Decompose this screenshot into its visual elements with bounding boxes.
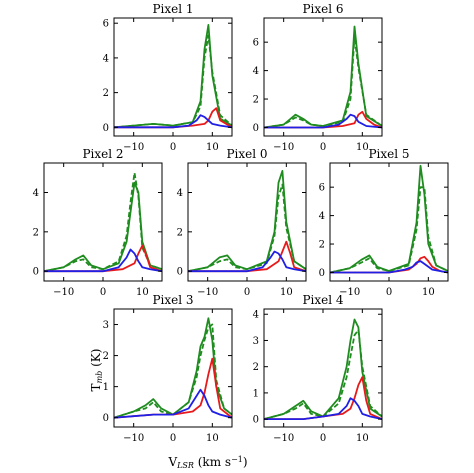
panel-1: −10 0 10 0 2 4 6 Pixel 1: [103, 2, 233, 153]
x-tick-label: 0: [386, 287, 392, 298]
y-tick-label: 2: [103, 88, 109, 99]
panel-title: Pixel 1: [152, 2, 193, 16]
y-tick-label: 0: [103, 413, 109, 424]
y-tick-label: 2: [177, 227, 183, 238]
x-tick-label: −10: [123, 142, 144, 153]
x-tick-label: 0: [170, 142, 176, 153]
series-blue-solid: [264, 397, 382, 421]
y-tick-label: 4: [253, 310, 259, 321]
x-tick-label: 0: [320, 433, 326, 444]
panel-title: Pixel 4: [302, 293, 343, 307]
y-tick-label: 4: [177, 188, 183, 199]
y-tick-label: 0: [253, 415, 259, 426]
y-tick-label: 2: [253, 362, 259, 373]
panel-title: Pixel 3: [152, 293, 193, 307]
y-tick-label: 0: [103, 123, 109, 134]
y-tick-label: 2: [253, 95, 259, 106]
panel-3: −10 0 10 0 2 4 Pixel 2: [33, 147, 163, 298]
series-green-solid: [264, 25, 382, 129]
series-green-dashed: [264, 35, 382, 129]
panel-frame: [263, 308, 383, 428]
series-green-solid: [264, 318, 382, 420]
series-green-solid: [188, 169, 306, 273]
x-axis-label: VLSR (km s−1): [167, 455, 247, 470]
x-tick-label: 10: [206, 142, 219, 153]
series-green-solid: [330, 164, 448, 274]
x-tick-label: −10: [53, 287, 74, 298]
y-tick-label: 1: [103, 382, 109, 393]
panel-7: −10 0 10 0 1 2 3 4 Pixel 4: [253, 293, 383, 444]
y-tick-label: 1: [253, 388, 259, 399]
series-green-dashed: [330, 186, 448, 274]
x-tick-label: −10: [273, 142, 294, 153]
series-green-dashed: [114, 323, 232, 419]
y-tick-label: 0: [253, 123, 259, 134]
panel-frame: [113, 17, 233, 137]
x-tick-label: 0: [170, 433, 176, 444]
x-tick-label: −10: [339, 287, 360, 298]
x-tick-label: 10: [422, 287, 435, 298]
panel-frame: [263, 17, 383, 137]
x-tick-label: 10: [206, 433, 219, 444]
y-tick-label: 6: [253, 38, 259, 49]
series-blue-solid: [114, 114, 232, 129]
x-tick-label: 10: [356, 433, 369, 444]
y-tick-label: 3: [253, 336, 259, 347]
x-tick-label: 0: [100, 287, 106, 298]
panel-title: Pixel 5: [368, 147, 409, 161]
panel-title: Pixel 2: [82, 147, 123, 161]
series-red-solid: [114, 357, 232, 419]
y-tick-label: 0: [177, 267, 183, 278]
series-blue-solid: [188, 250, 306, 273]
panel-frame: [43, 162, 163, 282]
panel-title: Pixel 6: [302, 2, 343, 16]
panel-2: −10 0 10 0 2 4 6 Pixel 6: [253, 2, 383, 153]
panel-6: −10 0 10 0 1 2 3 Pixel 3: [103, 293, 233, 444]
panel-title: Pixel 0: [226, 147, 267, 161]
x-tick-label: −10: [123, 433, 144, 444]
y-tick-label: 6: [103, 19, 109, 30]
series-blue-solid: [330, 260, 448, 274]
panel-5: −10 0 10 0 2 4 6 Pixel 5: [319, 147, 449, 298]
series-green-solid: [114, 23, 232, 129]
y-tick-label: 0: [33, 267, 39, 278]
x-tick-label: 10: [356, 142, 369, 153]
y-tick-label: 4: [33, 188, 39, 199]
x-tick-label: −10: [273, 433, 294, 444]
y-tick-label: 2: [319, 240, 325, 251]
panel-frame: [187, 162, 307, 282]
series-blue-solid: [114, 388, 232, 419]
x-tick-label: 0: [320, 142, 326, 153]
y-tick-label: 4: [253, 66, 259, 77]
x-tick-label: 0: [244, 287, 250, 298]
y-tick-label: 0: [319, 268, 325, 279]
series-green-dashed: [44, 171, 162, 273]
series-blue-solid: [44, 248, 162, 273]
series-green-dashed: [114, 34, 232, 129]
y-tick-label: 2: [33, 227, 39, 238]
series-green-solid: [44, 181, 162, 273]
panel-4: −10 0 10 0 2 4 Pixel 0: [177, 147, 307, 298]
y-tick-label: 4: [319, 211, 325, 222]
x-tick-label: −10: [197, 287, 218, 298]
x-tick-label: 10: [136, 287, 149, 298]
series-blue-solid: [264, 113, 382, 129]
y-tick-label: 6: [319, 183, 325, 194]
y-axis-label: Tmb (K): [89, 349, 104, 392]
y-tick-label: 4: [103, 53, 109, 64]
x-tick-label: 10: [280, 287, 293, 298]
y-tick-label: 2: [103, 351, 109, 362]
y-tick-label: 3: [103, 320, 109, 331]
series-green-dashed: [264, 329, 382, 420]
